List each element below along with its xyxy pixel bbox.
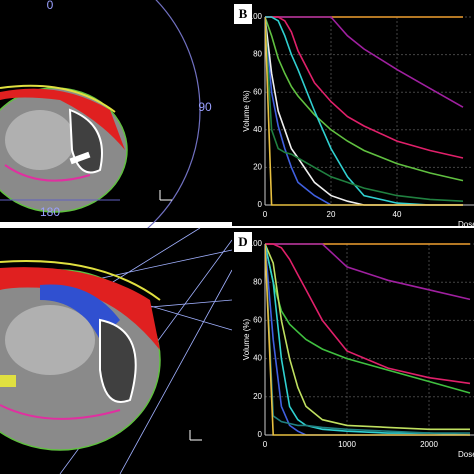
y-tick-label: 60 — [253, 316, 262, 325]
y-tick-label: 0 — [258, 430, 263, 439]
angle-label: 90 — [198, 100, 212, 114]
dvh-line — [265, 243, 470, 436]
dvh-line — [265, 16, 463, 206]
dvh-line — [265, 243, 470, 434]
y-tick-label: 60 — [253, 87, 262, 96]
y-tick-label: 40 — [253, 125, 262, 134]
x-tick-label: 0 — [263, 210, 268, 219]
y-axis-label: Volume (%) — [242, 318, 251, 360]
dvh-line — [265, 16, 464, 202]
y-tick-label: 100 — [249, 239, 263, 248]
angle-label: 0 — [47, 0, 54, 12]
dvh-line — [265, 16, 464, 159]
dvh-line — [265, 243, 471, 385]
x-axis-label: Dose — [458, 220, 474, 229]
x-axis-label: Dose — [458, 450, 474, 459]
ct-image-top — [0, 0, 232, 271]
ct-image-bottom — [0, 227, 233, 474]
x-tick-label: 2000 — [420, 440, 438, 449]
panel-label: D — [238, 234, 247, 249]
x-tick-label: 40 — [393, 210, 402, 219]
x-tick-label: 1000 — [338, 440, 356, 449]
dvh-line — [265, 16, 463, 206]
dvh-line — [265, 16, 464, 182]
panel-label-bg — [234, 4, 252, 24]
y-tick-label: 0 — [258, 200, 263, 209]
panel-label: B — [239, 6, 248, 21]
panel-label-bg — [234, 232, 252, 252]
x-tick-label: 0 — [263, 440, 268, 449]
dvh-line — [265, 243, 471, 301]
y-tick-label: 20 — [253, 163, 262, 172]
y-axis-label: Volume (%) — [242, 90, 251, 132]
x-tick-label: 20 — [327, 210, 336, 219]
y-tick-label: 80 — [253, 277, 262, 286]
y-tick-label: 100 — [249, 12, 263, 21]
angle-label: 180 — [40, 205, 60, 219]
chart-bg — [232, 228, 474, 474]
y-tick-label: 80 — [253, 50, 262, 59]
dvh-line — [265, 243, 470, 431]
y-tick-label: 40 — [253, 354, 262, 363]
y-tick-label: 20 — [253, 392, 262, 401]
